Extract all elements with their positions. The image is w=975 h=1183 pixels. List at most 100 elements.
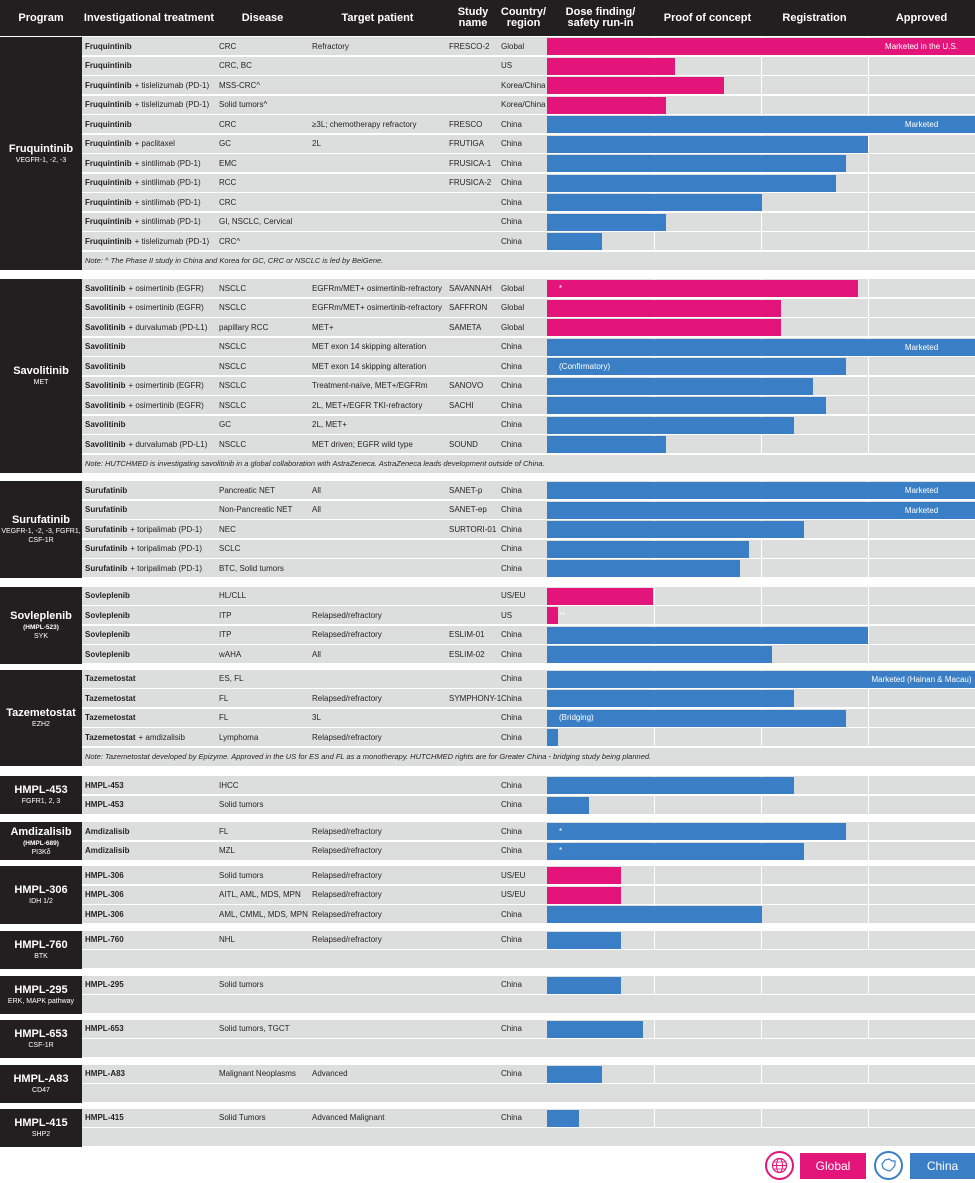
treatment-cell: Tazemetostat + amdizalisib <box>85 728 215 746</box>
progress-bar <box>547 416 794 434</box>
target-patient-cell <box>312 670 446 688</box>
phase-divider <box>868 689 869 707</box>
table-row: Surufatinib + toripalimab (PD-1) SCLC China <box>82 539 975 558</box>
drug-name: Savolitinib <box>85 381 126 390</box>
phase-divider <box>761 866 762 884</box>
drug-name: HMPL-453 <box>85 800 124 809</box>
drug-name: HMPL-653 <box>85 1024 124 1033</box>
program-name: Sovleplenib <box>10 609 72 622</box>
program-target: CD47 <box>32 1086 50 1094</box>
disease-cell: MSS-CRC^ <box>219 80 261 90</box>
study-name-cell <box>449 796 501 814</box>
program-target: ERK, MAPK pathway <box>7 997 75 1005</box>
progress-bar <box>547 77 724 94</box>
phase-divider <box>654 1019 655 1038</box>
header-program: Program <box>18 11 64 24</box>
table-row: Fruquintinib + tislelizumab (PD-1) MSS-CRC… <box>82 76 975 94</box>
drug-name: Fruquintinib <box>85 41 132 51</box>
drug-name: Savolitinib <box>85 283 126 293</box>
phase-divider <box>868 415 869 434</box>
disease-cell: NSCLC <box>219 342 247 351</box>
table-row: Tazemetostat + amdizalisib Lymphoma Relapse… <box>82 728 975 746</box>
study-name-cell <box>449 416 501 434</box>
bar-annotation: * <box>559 826 563 836</box>
phase-divider <box>761 56 762 75</box>
region-cell: China <box>501 400 522 410</box>
target-patient-cell <box>312 57 446 75</box>
phase-divider <box>868 728 869 746</box>
header-country: Country/ region <box>500 0 547 36</box>
progress-bar <box>547 1020 643 1038</box>
disease-cell: NSCLC <box>219 361 247 371</box>
treatment-cell: Tazemetostat <box>85 689 215 707</box>
table-header: Program Investigational treatment Diseas… <box>0 0 975 36</box>
disease-cell: RCC <box>219 178 237 187</box>
drug-name: Savolitinib <box>85 322 126 332</box>
treatment-cell: Tazemetostat <box>85 670 215 688</box>
drug-name: Sovleplenib <box>85 610 130 620</box>
study-name-cell: SANET-ep <box>449 505 487 514</box>
region-cell: China <box>501 713 522 722</box>
china-map-icon <box>874 1151 903 1180</box>
disease-cell: Non-Pancreatic NET <box>219 505 293 514</box>
drug-name: HMPL-415 <box>85 1113 124 1122</box>
study-name-cell <box>449 1020 501 1038</box>
disease-cell: AML, CMML, MDS, MPN <box>219 909 308 919</box>
drug-name: Surufatinib <box>85 563 128 573</box>
treatment-cell: HMPL-306 <box>85 866 215 884</box>
table-row: Sovleplenib ITP Relapsed/refractory ESLIM-0… <box>82 625 975 644</box>
treatment-cell: Fruquintinib <box>85 37 215 55</box>
disease-cell: CRC <box>219 197 237 207</box>
disease-cell: ITP <box>219 610 232 620</box>
region-cell: China <box>501 563 522 573</box>
phase-divider <box>868 559 869 577</box>
phase-divider <box>868 645 869 663</box>
phase-divider <box>761 728 762 746</box>
treatment-cell: Fruquintinib + sintilimab (PD-1) <box>85 154 215 172</box>
progress-bar <box>547 194 762 211</box>
table-row: HMPL-306 Solid tumors Relapsed/refractory U… <box>82 866 975 884</box>
target-patient-cell <box>312 232 446 250</box>
phase-divider <box>868 625 869 644</box>
disease-cell: CRC^ <box>219 236 241 246</box>
study-name-cell <box>449 728 501 746</box>
study-name-cell: FRESCO <box>449 119 483 129</box>
phase-divider <box>868 318 869 336</box>
target-patient-cell <box>312 540 446 558</box>
header-study-l1: Study <box>457 6 489 18</box>
region-cell: China <box>501 780 522 790</box>
phase-divider <box>868 56 869 75</box>
treatment-cell: Surufatinib + toripalimab (PD-1) <box>85 540 215 558</box>
program-name: HMPL-653 <box>14 1027 68 1040</box>
target-patient-cell: Treatment-naïve, MET+/EGFRm <box>312 381 428 390</box>
study-name-cell: SACHI <box>449 400 474 410</box>
header-disease: Disease <box>241 11 284 24</box>
treatment-cell: Savolitinib + durvalumab (PD-L1) <box>85 318 215 336</box>
progress-bar <box>547 842 804 860</box>
table-row-empty <box>82 950 975 968</box>
study-name-cell: ESLIM-02 <box>449 649 485 659</box>
phase-divider <box>868 1064 869 1083</box>
treatment-cell: Tazemetostat <box>85 709 215 727</box>
phase-divider <box>868 930 869 949</box>
table-row: Savolitinib + osimertinib (EGFR) NSCLC 2L, … <box>82 396 975 414</box>
progress-bar <box>547 116 868 133</box>
program-name: Tazemetostat <box>6 706 76 719</box>
region-cell: US/EU <box>501 591 526 600</box>
table-row: Fruquintinib + sintilimab (PD-1) CRC China <box>82 193 975 211</box>
target-patient-cell: 3L <box>312 713 321 722</box>
table-row: Surufatinib + toripalimab (PD-1) NEC SURTOR… <box>82 520 975 538</box>
disease-cell: Solid tumors <box>219 800 264 809</box>
drug-name: Surufatinib <box>85 485 128 495</box>
table-row: Amdizalisib MZL Relapsed/refractory China * <box>82 841 975 860</box>
progress-bar <box>547 501 868 519</box>
region-cell: China <box>501 980 522 989</box>
study-name-cell <box>449 193 501 211</box>
table-row: Fruquintinib CRC, BC US <box>82 56 975 75</box>
study-name-cell <box>449 842 501 860</box>
study-name-cell: SAMETA <box>449 322 482 332</box>
phase-divider <box>654 606 655 624</box>
region-cell: China <box>501 342 522 351</box>
study-name-cell: SAFFRON <box>449 303 488 312</box>
drug-name: HMPL-453 <box>85 780 124 790</box>
